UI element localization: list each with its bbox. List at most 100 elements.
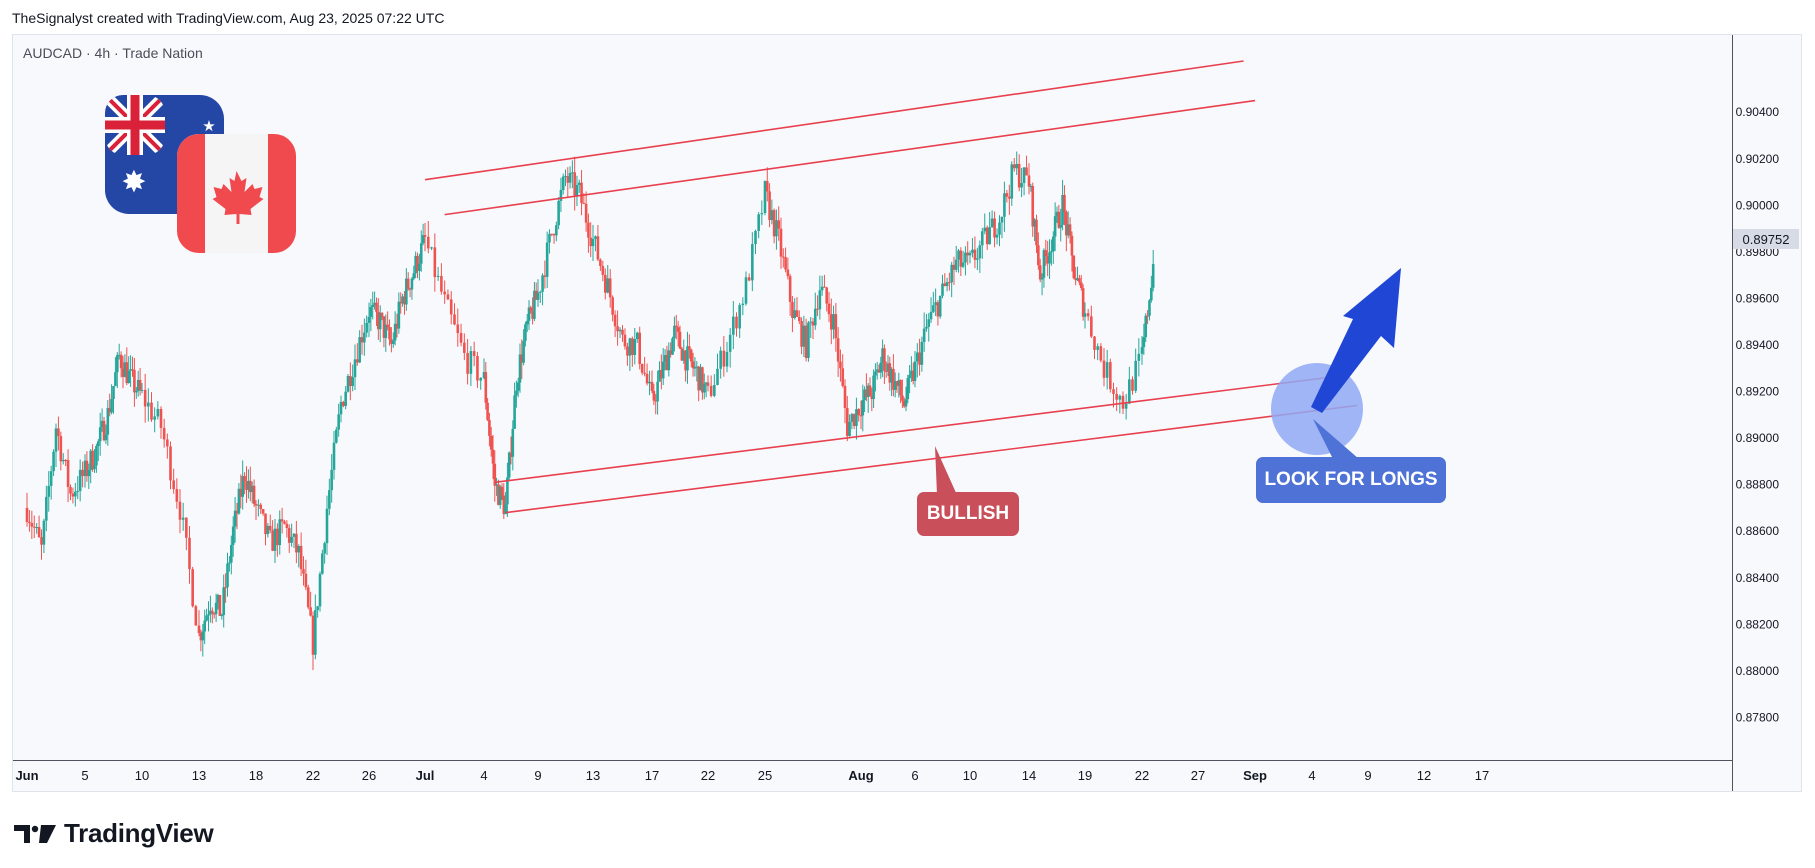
time-axis-label: 5 (81, 768, 88, 783)
candle-body (832, 314, 835, 330)
candle-body (399, 301, 403, 304)
candle-body (892, 368, 895, 390)
time-axis-label: 27 (1191, 768, 1205, 783)
tradingview-footer[interactable]: TradingView (14, 818, 214, 849)
candle-body (369, 307, 373, 317)
chart-credit: TheSignalyst created with TradingView.co… (12, 10, 445, 26)
candle-body (536, 292, 540, 300)
candle-body (273, 528, 277, 551)
candle-body (325, 508, 329, 544)
candle-body (493, 463, 497, 486)
candle-body (316, 606, 319, 611)
candle-body (401, 296, 404, 304)
candle-body (207, 614, 210, 616)
candle-body (280, 519, 284, 522)
candle-body (616, 326, 619, 332)
candle-body (804, 325, 808, 358)
bullish-arrow-icon (1311, 268, 1401, 413)
candle-body (998, 222, 1001, 235)
candle-body (127, 370, 130, 384)
candle-body (403, 296, 406, 305)
candle-body (908, 375, 911, 379)
candle-body (1040, 277, 1044, 280)
candle-body (233, 510, 237, 527)
candle-body (1012, 164, 1016, 169)
candle-body (489, 435, 493, 450)
candle-body (706, 382, 710, 386)
candle-body (952, 264, 956, 270)
candle-body (716, 368, 719, 385)
candle-body (476, 356, 479, 381)
candle-body (966, 252, 970, 256)
candle-body (203, 620, 206, 632)
candle-body (405, 278, 408, 305)
candle-body (309, 607, 312, 616)
candle-body (1065, 211, 1068, 236)
candle-body (98, 427, 102, 442)
candle-body (506, 477, 509, 505)
candle-body (973, 249, 977, 260)
candle-body (1109, 362, 1112, 390)
candle-body (1008, 196, 1011, 199)
candle-body (874, 371, 877, 376)
candle-body (344, 391, 347, 406)
candle-body (1020, 183, 1023, 188)
candle-body (35, 527, 38, 529)
candle-body (1144, 315, 1148, 338)
time-axis-label: 19 (1078, 768, 1092, 783)
candle-body (684, 350, 687, 371)
candle-body (866, 385, 870, 398)
candle-body (701, 367, 704, 393)
candle-body (1022, 167, 1026, 184)
candle-body (299, 545, 303, 570)
candle-body (162, 427, 166, 440)
candle-body (433, 247, 437, 278)
candle-body (373, 302, 376, 306)
candle-body (682, 350, 686, 361)
chart-panel[interactable]: 0.90400 0.90200 0.90000 0.89800 0.89600 0.894… (12, 34, 1802, 792)
candle-body (1027, 175, 1031, 187)
candle-body (181, 517, 185, 520)
candle-body (97, 441, 100, 447)
candle-body (809, 321, 813, 323)
candle-body (784, 257, 787, 270)
candle-body (1118, 395, 1122, 400)
candle-body (818, 290, 822, 310)
candle-body (393, 323, 397, 341)
candle-body (100, 420, 104, 428)
candle-body (302, 569, 305, 574)
candle-body (172, 480, 175, 490)
candle-body (669, 350, 672, 355)
candle-body (143, 389, 147, 407)
candle-body (603, 274, 607, 293)
candle-body (1078, 278, 1081, 283)
candle-body (241, 476, 244, 497)
symbol-label[interactable]: AUDCAD · 4h · Trade Nation (23, 45, 203, 61)
candle-body (608, 278, 612, 298)
candle-body (257, 504, 260, 506)
candle-body (42, 520, 46, 545)
candle-body (323, 543, 326, 554)
candle-body (904, 399, 908, 407)
candle-body (52, 451, 55, 472)
candle-body (416, 255, 419, 271)
candle-body (643, 372, 646, 374)
candlestick-chart[interactable]: 0.904000.902000.900000.898000.896000.894… (13, 35, 1802, 792)
candle-body (691, 361, 695, 369)
candle-body (872, 375, 875, 400)
candle-body (119, 354, 123, 369)
candle-body (795, 310, 799, 317)
candle-body (1140, 347, 1144, 354)
candle-body (1029, 186, 1033, 188)
candle-body (524, 324, 527, 341)
candle-body (1121, 395, 1125, 409)
candle-body (848, 421, 851, 437)
candle-body (744, 277, 748, 304)
candle-body (47, 485, 51, 497)
time-axis-label: 17 (645, 768, 659, 783)
candle-body (129, 369, 132, 371)
time-axis-label: 13 (192, 768, 206, 783)
candle-body (929, 311, 933, 320)
time-axis-label: Jun (15, 768, 38, 783)
candle-body (910, 370, 913, 376)
